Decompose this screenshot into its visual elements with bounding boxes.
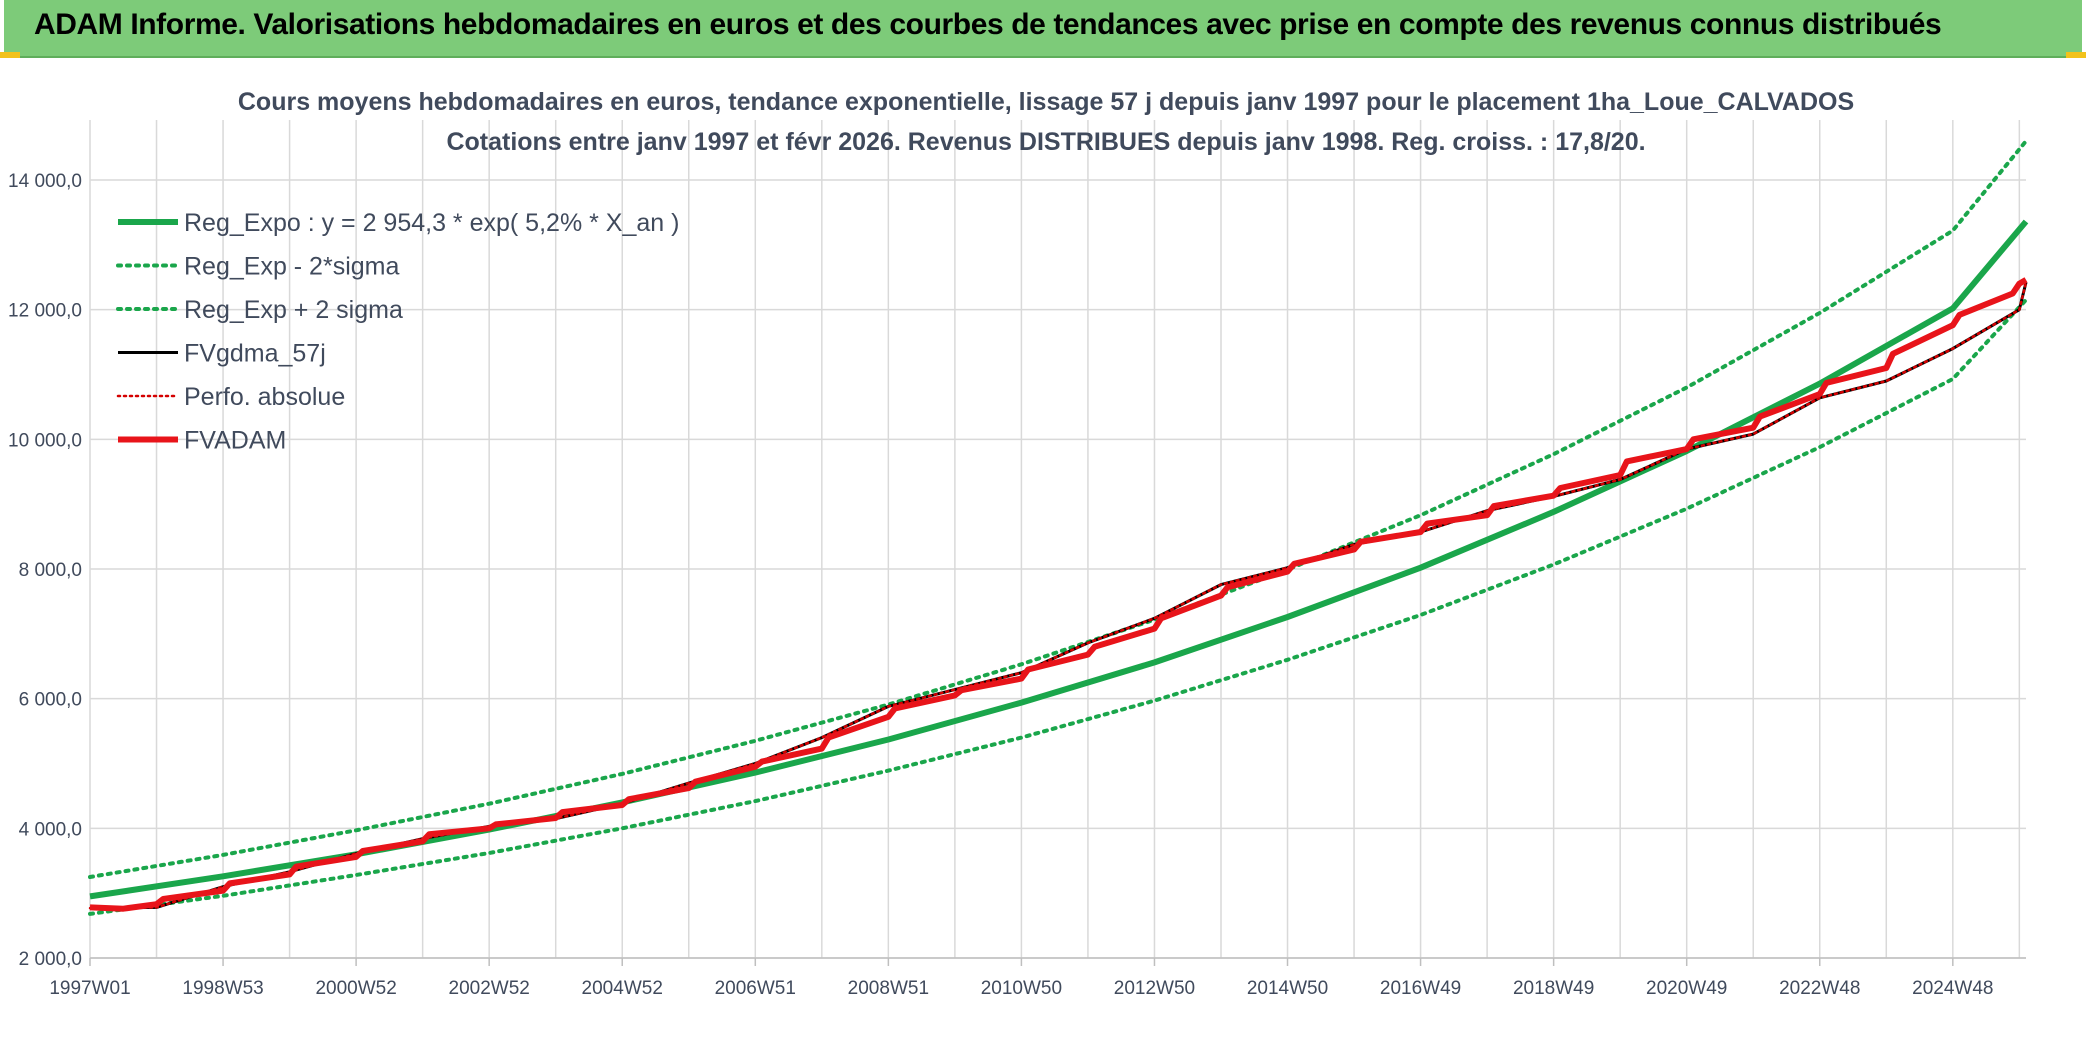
y-tick-label: 10 000,0: [8, 430, 82, 451]
series-line-1: [88, 297, 2028, 916]
legend-label: FVgdma_57j: [184, 340, 326, 368]
x-tick-label: 2006W51: [715, 978, 796, 999]
x-tick-label: 2014W50: [1247, 978, 1328, 999]
y-tick-label: 2 000,0: [19, 949, 82, 970]
series-line-3: [89, 282, 2028, 910]
legend-label: FVADAM: [184, 427, 286, 455]
x-tick-label: 2024W48: [1912, 978, 1993, 999]
x-tick-label: 2022W48: [1779, 978, 1860, 999]
x-tick-label: 2004W52: [582, 978, 663, 999]
axes: 2 000,0 4 000,0 6 000,0 8 000,0 10 000,0 12 0…: [8, 171, 2026, 999]
x-tick-label: 2016W49: [1380, 978, 1461, 999]
legend-label: Reg_Expo : y = 2 954,3 * exp( 5,2% * X_a…: [184, 209, 679, 237]
series-line-5: [89, 277, 2028, 912]
legend-label: Perfo. absolue: [184, 383, 345, 411]
legend: Reg_Expo : y = 2 954,3 * exp( 5,2% * X_a…: [116, 209, 679, 455]
x-tick-label: 2008W51: [848, 978, 929, 999]
legend-label: Reg_Exp - 2*sigma: [184, 253, 399, 281]
y-tick-label: 4 000,0: [19, 819, 82, 840]
banner-corner-left: [0, 52, 20, 58]
x-tick-label: 2000W52: [315, 978, 396, 999]
x-tick-label: 2020W49: [1646, 978, 1727, 999]
legend-label: Reg_Exp + 2 sigma: [184, 296, 403, 324]
series: [88, 139, 2029, 916]
y-tick-label: 8 000,0: [19, 560, 82, 581]
x-tick-label: 1997W01: [49, 978, 130, 999]
report-title: ADAM Informe. Valorisations hebdomadaire…: [34, 8, 1942, 41]
y-tick-label: 12 000,0: [8, 301, 82, 322]
banner-corner-right: [2066, 52, 2086, 58]
x-tick-label: 2010W50: [981, 978, 1062, 999]
y-tick-label: 14 000,0: [8, 171, 82, 192]
x-tick-label: 2018W49: [1513, 978, 1594, 999]
gridlines: [89, 120, 2026, 959]
x-tick-label: 2002W52: [449, 978, 530, 999]
chart-title-line-2: Cotations entre janv 1997 et févr 2026. …: [446, 128, 1645, 156]
report-banner: ADAM Informe. Valorisations hebdomadaire…: [4, 0, 2082, 58]
x-tick-label: 1998W53: [182, 978, 263, 999]
x-tick-label: 2012W50: [1114, 978, 1195, 999]
series-line-4: [88, 281, 2028, 910]
y-tick-label: 6 000,0: [19, 690, 82, 711]
series-line-2: [88, 139, 2028, 879]
chart-title-line-1: Cours moyens hebdomadaires en euros, ten…: [238, 88, 1854, 116]
